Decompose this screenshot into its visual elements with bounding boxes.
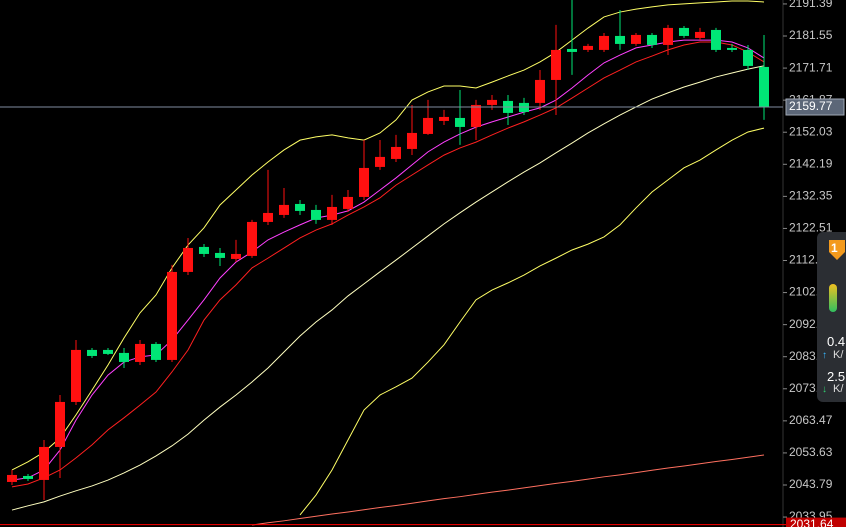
y-tick-label: 2171.71 [789,60,833,74]
candle-body [119,352,129,362]
candle-body [215,252,225,258]
ma-line [251,454,765,526]
candle-body [759,66,769,107]
candle-body [567,48,577,52]
candle-body [151,343,161,360]
candle-body [727,47,737,50]
candle-body [71,349,81,402]
y-tick-label: 2181.55 [789,28,833,42]
candle-body [439,116,449,121]
down-arrow: ↓ [822,384,827,395]
y-tick-label: 2122.51 [789,221,833,235]
candle-body [631,34,641,44]
candle-body [7,474,17,482]
up-arrow: ↑ [822,350,827,361]
panel-value: 0.4 [827,334,846,349]
candle-body [663,27,673,45]
candle-body [407,132,417,149]
candle-body [471,104,481,127]
side-panel[interactable]: 1 0.4 ↑ K/ 2.5 ↓ K/ [817,232,846,402]
candle-body [199,246,209,254]
candle-body [423,117,433,134]
candle-body [391,146,401,159]
y-tick-label: 2053.63 [789,445,833,459]
panel-unit: K/ [833,349,844,361]
ma-line [11,39,765,481]
candle-body [583,45,593,50]
panel-unit: K/ [833,383,844,395]
candle-body [343,196,353,209]
ref-label-box [786,517,846,527]
candle-body [55,401,65,447]
candle-body [711,29,721,50]
badge-icon [829,240,845,260]
y-tick-label: 2132.35 [789,189,833,203]
candle-body [535,79,545,103]
candle-body [263,212,273,222]
candle-body [743,49,753,66]
y-tick-label: 2152.03 [789,124,833,138]
candle-body [311,209,321,220]
candle-body [231,253,241,259]
y-tick-label: 2043.79 [789,477,833,491]
candle-body [247,221,257,256]
ma-line [11,41,765,488]
candle-body [167,271,177,360]
candle-body [455,117,465,127]
candle-body [375,156,385,167]
candle-body [279,204,289,215]
y-tick-label: 2191.39 [789,0,833,10]
ma-line [11,0,765,471]
price-label-box [785,98,845,116]
candle-body [647,34,657,45]
candle-body [679,27,689,36]
candle-body [183,247,193,272]
candle-body [135,343,145,362]
candle-body [615,35,625,44]
candle-body [39,446,49,480]
y-tick-label: 2142.19 [789,156,833,170]
candle-body [327,206,337,220]
candle-body [87,349,97,356]
ma-line [299,127,765,516]
candle-body [551,49,561,80]
candle-body [487,99,497,105]
y-tick-label: 2063.47 [789,413,833,427]
candle-body [103,349,113,354]
candle-body [359,167,369,197]
panel-value: 2.5 [827,369,846,384]
candle-body [23,475,33,479]
candle-body [695,31,705,38]
ref-label: 2031.64 [790,517,834,527]
candle-body [599,35,609,50]
price-label: 2159.77 [789,99,833,113]
ma-line [11,65,765,511]
gradient-bar [829,284,837,312]
badge-text: 1 [831,241,838,255]
candle-body [295,203,305,211]
